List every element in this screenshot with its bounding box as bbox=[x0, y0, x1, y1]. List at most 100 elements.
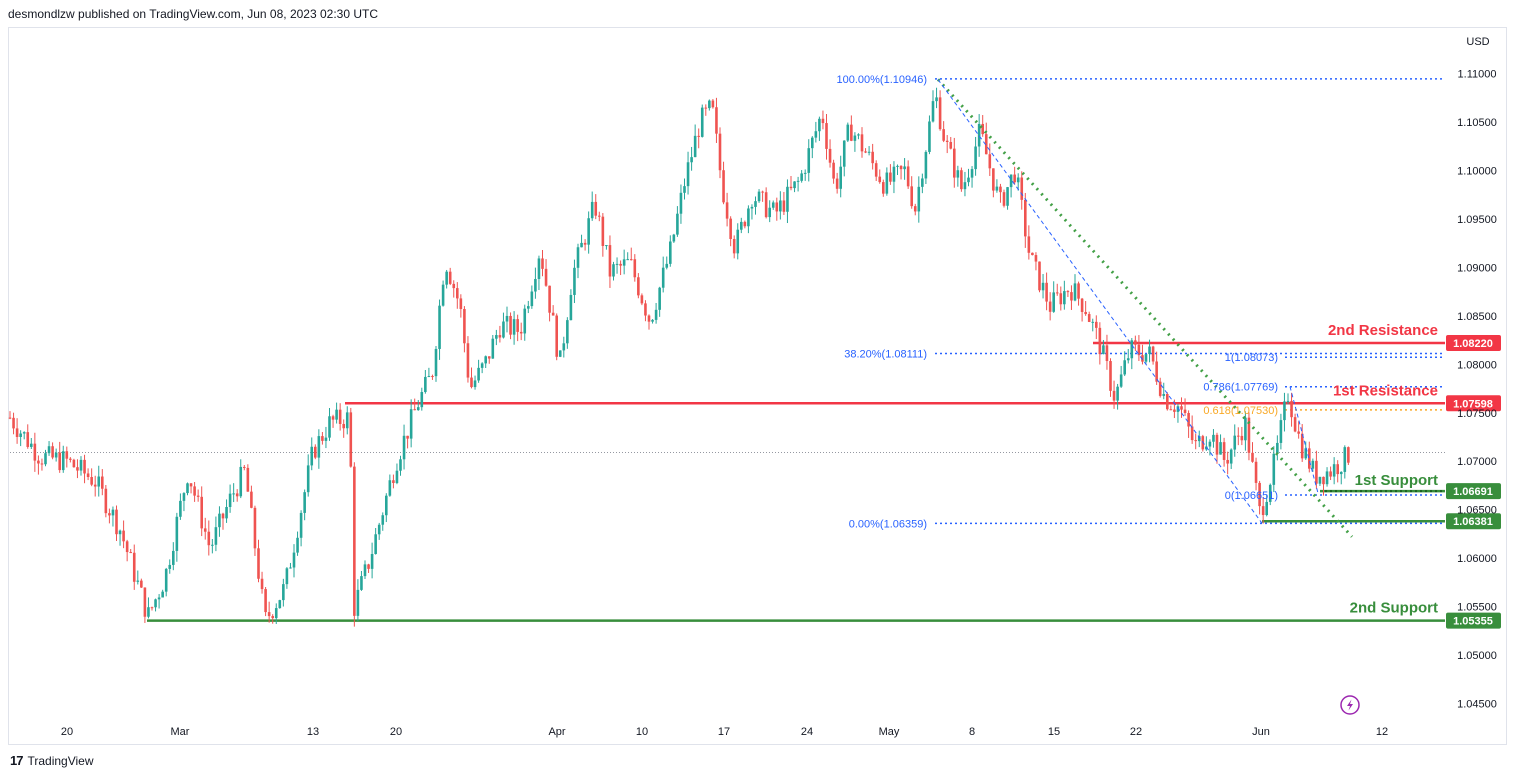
candle-body bbox=[551, 312, 555, 316]
candle-body bbox=[399, 459, 402, 471]
candle bbox=[161, 589, 164, 598]
candle bbox=[835, 172, 839, 194]
candle-body bbox=[1290, 400, 1293, 418]
candle-body bbox=[796, 180, 800, 182]
candle bbox=[928, 115, 931, 155]
candle bbox=[846, 122, 850, 143]
candle-body bbox=[502, 321, 505, 338]
price-tag: 1.05355 bbox=[1446, 612, 1501, 629]
candle bbox=[828, 139, 832, 168]
candle-body bbox=[690, 157, 693, 163]
candle-body bbox=[1300, 433, 1304, 459]
candle bbox=[1265, 494, 1268, 517]
candle-body bbox=[321, 436, 324, 441]
candle-body bbox=[541, 258, 544, 269]
price-tag-label: 1.06691 bbox=[1453, 486, 1493, 498]
candle bbox=[292, 544, 296, 578]
candle bbox=[434, 345, 438, 382]
candle bbox=[583, 239, 587, 251]
candle-body bbox=[1119, 374, 1123, 387]
candle-body bbox=[122, 530, 125, 542]
candle bbox=[754, 196, 757, 215]
candle-body bbox=[69, 458, 72, 460]
candle-body bbox=[661, 267, 665, 288]
candle-body bbox=[800, 173, 803, 181]
price-tag: 1.06691 bbox=[1446, 483, 1501, 500]
candle-body bbox=[1215, 434, 1219, 455]
candle-body bbox=[491, 338, 495, 359]
candle-body bbox=[906, 166, 910, 187]
candle-body bbox=[1339, 471, 1343, 475]
candle-body bbox=[686, 162, 690, 187]
candle-body bbox=[1052, 292, 1055, 312]
candle-body bbox=[495, 335, 498, 339]
candle bbox=[1116, 383, 1119, 410]
candle bbox=[1219, 434, 1222, 455]
candle-body bbox=[519, 331, 523, 334]
candle-body bbox=[828, 148, 832, 163]
candle-body bbox=[15, 428, 19, 437]
level-name: 2nd Support bbox=[1350, 600, 1438, 617]
lightning-icon[interactable] bbox=[1340, 695, 1360, 715]
candle-body bbox=[548, 285, 551, 313]
candle-body bbox=[342, 423, 345, 429]
candle-body bbox=[1162, 394, 1166, 396]
candle bbox=[736, 223, 740, 260]
candle-body bbox=[473, 380, 477, 388]
candle bbox=[243, 464, 246, 471]
brand-name: TradingView bbox=[27, 753, 94, 768]
candle bbox=[679, 184, 683, 224]
candle bbox=[566, 317, 569, 349]
candle-body bbox=[214, 527, 218, 545]
candle bbox=[12, 412, 15, 435]
candle-body bbox=[385, 495, 388, 516]
candle-body bbox=[708, 100, 711, 109]
candle-body bbox=[253, 507, 257, 549]
candle-body bbox=[1087, 314, 1091, 322]
candle bbox=[874, 160, 878, 181]
price-tag-label: 1.08220 bbox=[1453, 338, 1493, 350]
candle bbox=[30, 437, 33, 450]
candle bbox=[1105, 334, 1109, 370]
candle bbox=[388, 474, 392, 497]
candle-body bbox=[1166, 394, 1169, 410]
footer-brand[interactable]: 17 TradingView bbox=[10, 753, 94, 768]
candle bbox=[296, 531, 299, 556]
candle bbox=[832, 159, 835, 184]
candle bbox=[963, 171, 967, 197]
price-tick-label: 1.05500 bbox=[1457, 602, 1497, 614]
candle-body bbox=[420, 392, 424, 408]
candle-body bbox=[345, 412, 349, 429]
candle bbox=[51, 442, 54, 460]
candle bbox=[1276, 435, 1279, 461]
candle bbox=[1137, 335, 1141, 361]
candle bbox=[1134, 335, 1137, 351]
price-tick-label: 1.08500 bbox=[1457, 311, 1497, 323]
candle bbox=[267, 601, 271, 623]
candle-body bbox=[1155, 361, 1158, 382]
candle bbox=[1215, 432, 1219, 464]
candle-body bbox=[186, 483, 189, 494]
fib-level-label: 0.618(1.07530) bbox=[1203, 405, 1278, 417]
candle bbox=[541, 250, 544, 277]
candle bbox=[1070, 285, 1073, 310]
candle bbox=[988, 143, 992, 176]
candle bbox=[445, 269, 448, 289]
candle bbox=[1158, 377, 1162, 398]
candle-body bbox=[580, 242, 583, 248]
candle bbox=[544, 259, 548, 287]
candle bbox=[1229, 448, 1233, 469]
candle bbox=[1347, 446, 1350, 466]
candle-body bbox=[1109, 361, 1112, 391]
candle bbox=[1325, 467, 1329, 487]
candle-body bbox=[303, 492, 306, 513]
candle-body bbox=[899, 165, 903, 170]
candle bbox=[598, 211, 601, 222]
candle bbox=[47, 441, 51, 456]
candle bbox=[1031, 252, 1034, 256]
candle-body bbox=[1158, 381, 1162, 396]
candle bbox=[892, 161, 896, 194]
candle bbox=[935, 87, 938, 109]
candle-body bbox=[1112, 390, 1116, 401]
